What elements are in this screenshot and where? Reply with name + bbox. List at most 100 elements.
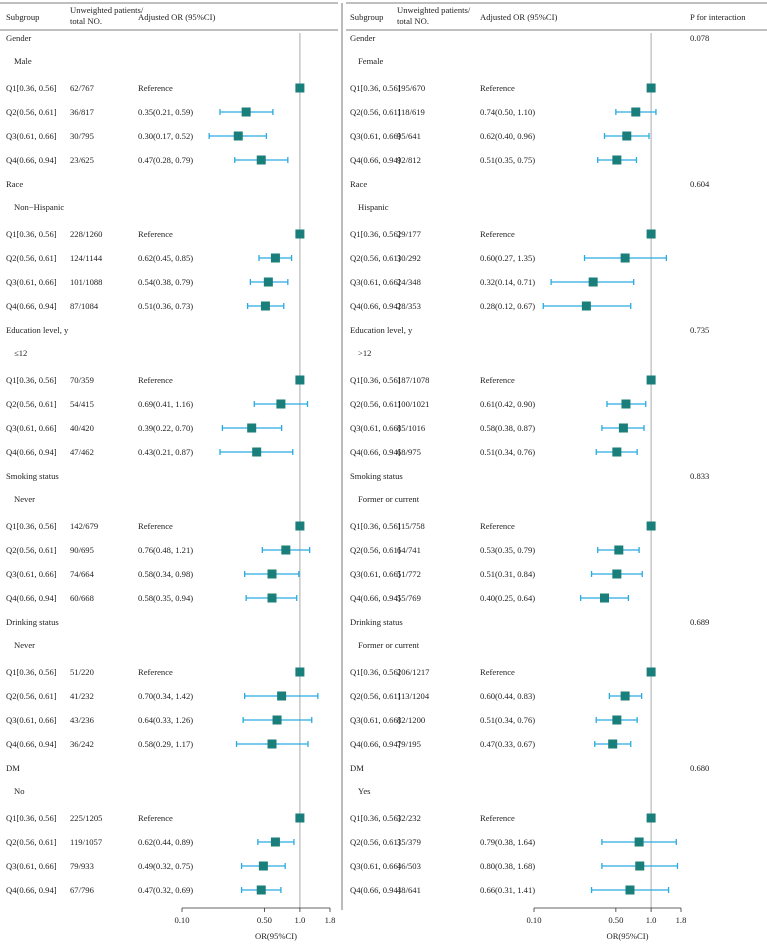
or-marker — [295, 375, 305, 385]
quartile-label: Q1[0.36, 0.56] — [350, 521, 401, 531]
quartile-label: Q4(0.66, 0.94] — [350, 155, 401, 165]
quartile-label: Q2(0.56, 0.61] — [6, 691, 57, 701]
or-text: 0.39(0.22, 0.70) — [138, 423, 193, 433]
patient-count: 85/1016 — [397, 423, 426, 433]
subgroup-label: No — [14, 786, 25, 796]
or-marker — [634, 837, 644, 847]
or-text: 0.58(0.38, 0.87) — [480, 423, 535, 433]
subgroup-label: Hispanic — [358, 202, 389, 212]
patient-count: 79/933 — [70, 861, 94, 871]
patient-count: 62/767 — [70, 83, 95, 93]
or-text: 0.60(0.44, 0.83) — [480, 691, 535, 701]
or-text: Reference — [480, 667, 515, 677]
group-heading: Drinking status — [350, 617, 403, 627]
patient-count: 43/236 — [70, 715, 95, 725]
or-marker — [588, 277, 598, 287]
or-marker — [646, 83, 656, 93]
or-text: 0.40(0.25, 0.64) — [480, 593, 535, 603]
or-marker — [612, 715, 622, 725]
or-text: 0.49(0.32, 0.75) — [138, 861, 193, 871]
group-heading: DM — [350, 763, 364, 773]
or-marker — [620, 253, 630, 263]
or-marker — [614, 545, 624, 555]
or-marker — [277, 691, 287, 701]
or-marker — [260, 301, 270, 311]
or-marker — [612, 155, 622, 165]
patient-count: 118/619 — [397, 107, 425, 117]
quartile-label: Q2(0.56, 0.61] — [350, 691, 401, 701]
quartile-label: Q2(0.56, 0.61] — [350, 399, 401, 409]
or-marker — [621, 399, 631, 409]
x-tick-label: 0.50 — [608, 915, 623, 925]
quartile-label: Q4(0.66, 0.94] — [6, 739, 57, 749]
patient-count: 51/220 — [70, 667, 94, 677]
patient-count: 41/232 — [70, 691, 94, 701]
patient-count: 187/1078 — [397, 375, 429, 385]
or-marker — [270, 837, 280, 847]
quartile-label: Q3(0.61, 0.66] — [350, 423, 401, 433]
or-marker — [267, 569, 277, 579]
or-marker — [270, 253, 280, 263]
or-marker — [276, 399, 286, 409]
or-text: 0.53(0.35, 0.79) — [480, 545, 535, 555]
or-text: 0.61(0.42, 0.90) — [480, 399, 535, 409]
quartile-label: Q3(0.61, 0.66] — [6, 277, 57, 287]
patient-count: 30/292 — [397, 253, 421, 263]
quartile-label: Q4(0.66, 0.94] — [6, 593, 57, 603]
patient-count: 87/1084 — [70, 301, 99, 311]
quartile-label: Q1[0.36, 0.56] — [6, 83, 57, 93]
patient-count: 55/769 — [397, 593, 421, 603]
x-axis-label: OR(95%CI) — [255, 931, 297, 941]
header-patients-line1-right: Unweighted patients/ — [397, 5, 471, 15]
or-marker — [295, 813, 305, 823]
patient-count: 195/670 — [397, 83, 425, 93]
or-marker — [618, 423, 628, 433]
quartile-label: Q2(0.56, 0.61] — [6, 107, 57, 117]
or-text: 0.62(0.40, 0.96) — [480, 131, 535, 141]
or-marker — [612, 569, 622, 579]
patient-count: 36/242 — [70, 739, 94, 749]
x-axis-label: OR(95%CI) — [606, 931, 648, 941]
quartile-label: Q1[0.36, 0.56] — [350, 229, 401, 239]
patient-count: 54/415 — [70, 399, 94, 409]
or-text: 0.58(0.35, 0.94) — [138, 593, 193, 603]
group-heading: Race — [6, 179, 23, 189]
or-text: 0.80(0.38, 1.68) — [480, 861, 535, 871]
or-text: Reference — [480, 521, 515, 531]
or-marker — [295, 521, 305, 531]
quartile-label: Q4(0.66, 0.94] — [6, 885, 57, 895]
quartile-label: Q2(0.56, 0.61] — [350, 837, 401, 847]
or-text: Reference — [138, 813, 173, 823]
group-heading: Gender — [350, 33, 375, 43]
patient-count: 228/1260 — [70, 229, 102, 239]
patient-count: 90/695 — [70, 545, 94, 555]
group-heading: Smoking status — [350, 471, 403, 481]
quartile-label: Q1[0.36, 0.56] — [350, 667, 401, 677]
or-marker — [612, 447, 622, 457]
subgroup-label: >12 — [358, 348, 371, 358]
header-p-interaction: P for interaction — [690, 12, 746, 22]
patient-count: 100/1021 — [397, 399, 429, 409]
group-heading: Race — [350, 179, 367, 189]
or-text: 0.58(0.34, 0.98) — [138, 569, 193, 579]
x-tick-label: 1.8 — [325, 915, 336, 925]
or-text: 0.47(0.33, 0.67) — [480, 739, 535, 749]
or-marker — [252, 447, 262, 457]
or-marker — [646, 813, 656, 823]
quartile-label: Q4(0.66, 0.94] — [350, 447, 401, 457]
subgroup-label: Female — [358, 56, 383, 66]
or-marker — [295, 667, 305, 677]
or-text: Reference — [480, 229, 515, 239]
x-tick-label: 1.0 — [646, 915, 657, 925]
or-text: 0.51(0.31, 0.84) — [480, 569, 535, 579]
patient-count: 23/625 — [70, 155, 94, 165]
or-marker — [631, 107, 641, 117]
patient-count: 47/462 — [70, 447, 94, 457]
quartile-label: Q4(0.66, 0.94] — [6, 447, 57, 457]
patient-count: 225/1205 — [70, 813, 102, 823]
patient-count: 142/679 — [70, 521, 98, 531]
or-marker — [256, 885, 266, 895]
quartile-label: Q2(0.56, 0.61] — [6, 545, 57, 555]
quartile-label: Q4(0.66, 0.94] — [350, 301, 401, 311]
quartile-label: Q3(0.61, 0.66] — [350, 569, 401, 579]
